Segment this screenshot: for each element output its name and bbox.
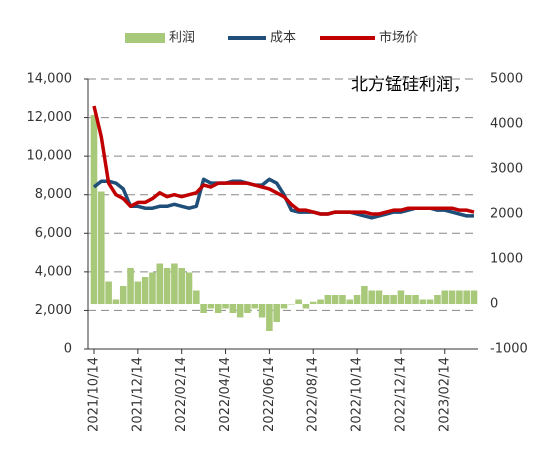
bar [251,304,259,309]
y-tick-label: 4,000 [35,264,72,279]
bar [141,277,149,304]
bar [426,299,434,304]
bar [280,304,288,309]
bar [463,290,470,304]
x-tick-label: 2023/02/14 [437,357,452,432]
bar [163,268,171,304]
y-tick-label: 8,000 [35,187,72,202]
bar [434,295,441,304]
bar [375,290,383,304]
bar [317,299,324,304]
x-tick-label: 2022/02/14 [174,357,189,432]
bar [207,304,215,309]
legend-label: 市场价 [379,30,418,46]
bar [309,301,317,304]
bar [331,295,339,304]
bar [258,304,266,318]
y-tick-label: 12,000 [27,110,73,125]
legend-label: 利润 [169,31,195,46]
bar [295,299,302,304]
y2-tick-label: -1000 [490,342,528,357]
y-tick-label: 0 [64,342,72,357]
y2-tick-label: 3000 [490,162,523,177]
y2-tick-label: 1000 [490,252,523,267]
bar [456,290,463,304]
bar [171,263,178,304]
y-tick-label: 10,000 [27,149,73,164]
y-tick-label: 2,000 [35,303,72,318]
bar [229,304,237,313]
y2-tick-label: 4000 [490,117,523,132]
bar [412,295,419,304]
x-tick-label: 2022/04/14 [218,357,233,432]
bar [200,304,207,313]
legend-swatch [125,33,165,43]
x-tick-label: 2022/08/14 [306,357,321,432]
bar [390,295,397,304]
x-tick-label: 2022/10/14 [350,357,365,432]
chart-title: 北方锰硅利润， [351,75,470,95]
x-tick-label: 2022/06/14 [262,357,277,432]
bar [134,281,142,304]
legend-label: 成本 [270,31,296,46]
bar [448,290,456,304]
x-tick-label: 2021/12/14 [130,357,145,432]
y2-tick-label: 0 [490,297,498,312]
bar [353,295,361,304]
bar [441,290,449,304]
bar [149,272,156,304]
bar [288,304,295,305]
bar [324,295,332,304]
line [92,105,475,216]
y2-tick-label: 2000 [490,207,523,222]
bar [266,304,273,331]
bar [368,290,375,304]
bar [214,304,222,313]
bar [236,304,244,318]
bar [156,263,164,304]
bar [302,304,310,309]
x-tick-label: 2022/12/14 [393,357,408,432]
y-tick-label: 14,000 [27,72,73,87]
bar [185,272,193,304]
bar [404,295,412,304]
bar [273,304,280,322]
bar [112,299,120,304]
bar [383,295,390,304]
x-tick-label: 2021/10/14 [87,357,102,432]
bar [193,290,200,304]
bar [119,286,127,304]
bar [470,290,478,304]
bar [178,268,185,304]
bar [105,281,112,304]
y-tick-label: 6,000 [35,226,72,241]
bar [361,286,368,304]
bar [346,299,354,304]
bar [98,191,105,304]
bar [339,295,346,304]
bar [127,268,134,304]
bar [222,304,229,309]
bar [244,304,251,313]
bar [397,290,405,304]
bar [419,299,427,304]
y2-tick-label: 5000 [490,72,523,87]
bar [90,115,98,304]
